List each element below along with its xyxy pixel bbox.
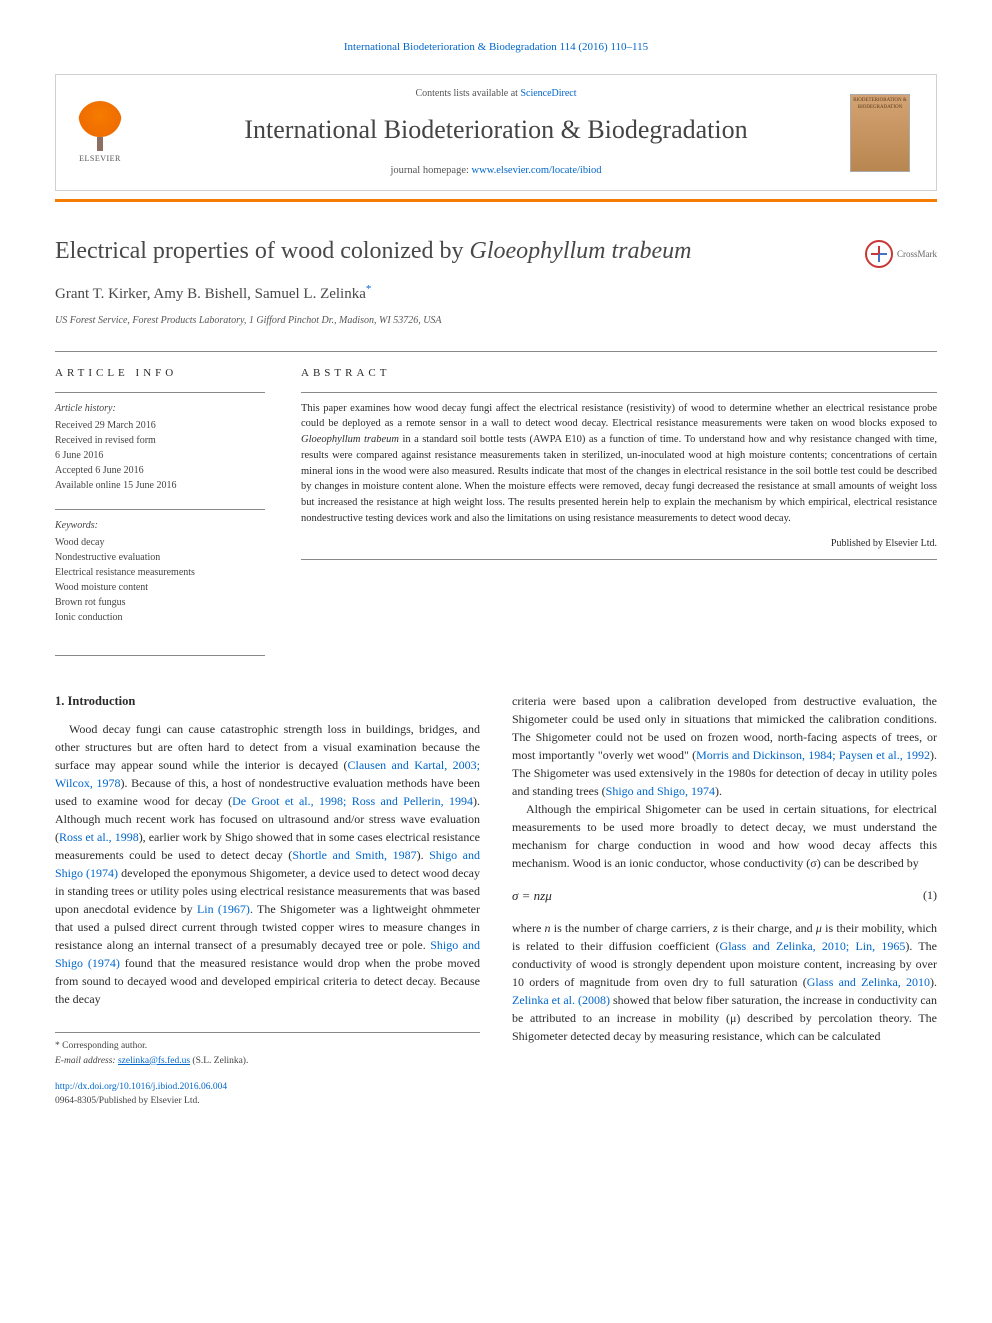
- abstract-bottom-divider: [301, 559, 937, 560]
- crossmark-label: CrossMark: [897, 248, 937, 261]
- abstract-divider: [301, 392, 937, 393]
- article-history-block: Article history: Received 29 March 2016 …: [55, 401, 265, 493]
- abstract-column: ABSTRACT This paper examines how wood de…: [301, 366, 937, 641]
- crossmark-badge[interactable]: CrossMark: [865, 240, 937, 268]
- history-label: Article history:: [55, 401, 265, 416]
- equation-row: σ = nzμ (1): [512, 886, 937, 906]
- corresponding-author-marker: *: [366, 283, 372, 295]
- email-line: E-mail address: szelinka@fs.fed.us (S.L.…: [55, 1054, 480, 1068]
- sciencedirect-link[interactable]: ScienceDirect: [520, 88, 576, 99]
- history-line: Received in revised form: [55, 433, 265, 448]
- history-line: Received 29 March 2016: [55, 418, 265, 433]
- equation-number: (1): [923, 886, 937, 904]
- doi-link[interactable]: http://dx.doi.org/10.1016/j.ibiod.2016.0…: [55, 1082, 227, 1092]
- history-line: 6 June 2016: [55, 448, 265, 463]
- keyword: Electrical resistance measurements: [55, 565, 265, 580]
- intro-paragraph-right-2: Although the empirical Shigometer can be…: [512, 800, 937, 872]
- info-divider: [55, 392, 265, 393]
- journal-banner: ELSEVIER Contents lists available at Sci…: [55, 74, 937, 191]
- author-email-link[interactable]: szelinka@fs.fed.us: [118, 1056, 190, 1066]
- issn-line: 0964-8305/Published by Elsevier Ltd.: [55, 1094, 480, 1108]
- keyword: Wood moisture content: [55, 580, 265, 595]
- publisher-name: ELSEVIER: [79, 153, 121, 165]
- keywords-divider: [55, 509, 265, 510]
- keyword: Brown rot fungus: [55, 595, 265, 610]
- top-divider: [55, 351, 937, 352]
- crossmark-icon: [865, 240, 893, 268]
- journal-homepage-link[interactable]: www.elsevier.com/locate/ibiod: [472, 165, 602, 176]
- article-info-heading: ARTICLE INFO: [55, 366, 265, 382]
- intro-paragraph-1: Wood decay fungi can cause catastrophic …: [55, 720, 480, 1008]
- abstract-text: This paper examines how wood decay fungi…: [301, 401, 937, 527]
- contents-availability: Contents lists available at ScienceDirec…: [142, 87, 850, 102]
- intro-paragraph-right-1: criteria were based upon a calibration d…: [512, 692, 937, 800]
- mid-divider: [55, 655, 265, 656]
- equation: σ = nzμ: [512, 886, 552, 906]
- left-column: 1. Introduction Wood decay fungi can cau…: [55, 692, 480, 1109]
- keyword: Nondestructive evaluation: [55, 550, 265, 565]
- article-info-column: ARTICLE INFO Article history: Received 2…: [55, 366, 265, 641]
- journal-homepage-line: journal homepage: www.elsevier.com/locat…: [142, 163, 850, 178]
- abstract-heading: ABSTRACT: [301, 366, 937, 382]
- article-title: Electrical properties of wood colonized …: [55, 236, 847, 267]
- doi-block: http://dx.doi.org/10.1016/j.ibiod.2016.0…: [55, 1080, 480, 1109]
- journal-cover-thumbnail[interactable]: BIODETERIORATION & BIODEGRADATION: [850, 94, 910, 172]
- intro-paragraph-right-3: where n is the number of charge carriers…: [512, 919, 937, 1045]
- journal-title: International Biodeterioration & Biodegr…: [142, 111, 850, 149]
- keywords-label: Keywords:: [55, 518, 265, 533]
- history-line: Available online 15 June 2016: [55, 478, 265, 493]
- elsevier-logo[interactable]: ELSEVIER: [70, 101, 130, 165]
- corresponding-label: * Corresponding author.: [55, 1039, 480, 1053]
- elsevier-tree-icon: [78, 101, 122, 143]
- right-column: criteria were based upon a calibration d…: [512, 692, 937, 1109]
- history-line: Accepted 6 June 2016: [55, 463, 265, 478]
- accent-rule: [55, 199, 937, 202]
- keyword: Ionic conduction: [55, 610, 265, 625]
- cover-thumbnail-block: BIODETERIORATION & BIODEGRADATION: [850, 94, 922, 172]
- author-affiliation: US Forest Service, Forest Products Labor…: [55, 314, 937, 329]
- keywords-block: Keywords: Wood decay Nondestructive eval…: [55, 518, 265, 625]
- abstract-copyright: Published by Elsevier Ltd.: [301, 537, 937, 552]
- body-columns: 1. Introduction Wood decay fungi can cau…: [55, 692, 937, 1109]
- section-heading-intro: 1. Introduction: [55, 692, 480, 711]
- author-list: Grant T. Kirker, Amy B. Bishell, Samuel …: [55, 282, 937, 306]
- top-reference-line: International Biodeterioration & Biodegr…: [55, 40, 937, 56]
- publisher-logo-block: ELSEVIER: [70, 101, 142, 165]
- keyword: Wood decay: [55, 535, 265, 550]
- corresponding-author-footer: * Corresponding author. E-mail address: …: [55, 1032, 480, 1068]
